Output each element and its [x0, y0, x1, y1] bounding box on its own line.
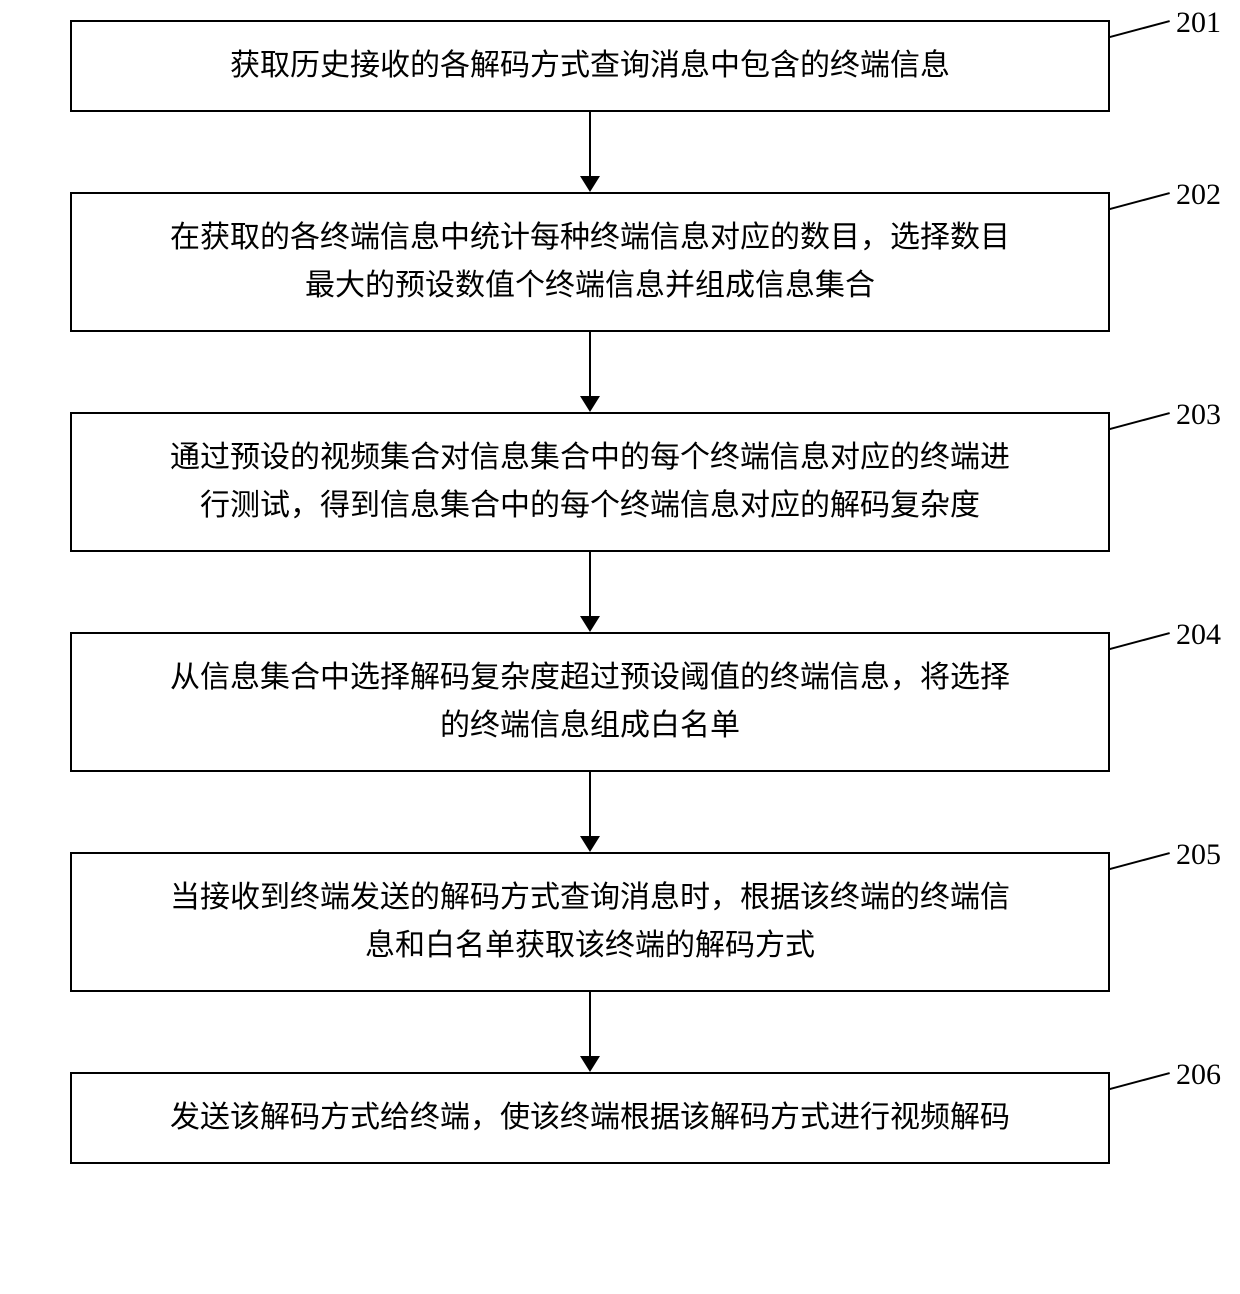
arrow-line	[589, 772, 591, 836]
flow-arrow	[580, 772, 600, 852]
flow-step-205: 当接收到终端发送的解码方式查询消息时，根据该终端的终端信 息和白名单获取该终端的…	[70, 852, 1110, 992]
flow-step-text: 从信息集合中选择解码复杂度超过预设阈值的终端信息，将选择 的终端信息组成白名单	[170, 654, 1010, 750]
arrow-head-icon	[580, 1056, 600, 1072]
flow-step-text: 在获取的各终端信息中统计每种终端信息对应的数目，选择数目 最大的预设数值个终端信…	[170, 214, 1010, 310]
arrow-line	[589, 552, 591, 616]
flow-step-text: 发送该解码方式给终端，使该终端根据该解码方式进行视频解码	[170, 1094, 1010, 1142]
flow-step-text: 当接收到终端发送的解码方式查询消息时，根据该终端的终端信 息和白名单获取该终端的…	[170, 874, 1010, 970]
flow-step-202: 在获取的各终端信息中统计每种终端信息对应的数目，选择数目 最大的预设数值个终端信…	[70, 192, 1110, 332]
arrow-head-icon	[580, 396, 600, 412]
flow-step-text: 获取历史接收的各解码方式查询消息中包含的终端信息	[230, 42, 950, 90]
flow-step-text: 通过预设的视频集合对信息集合中的每个终端信息对应的终端进 行测试，得到信息集合中…	[170, 434, 1010, 530]
arrow-line	[589, 992, 591, 1056]
flow-step-201: 获取历史接收的各解码方式查询消息中包含的终端信息	[70, 20, 1110, 112]
flow-step-204: 从信息集合中选择解码复杂度超过预设阈值的终端信息，将选择 的终端信息组成白名单	[70, 632, 1110, 772]
flow-step-206: 发送该解码方式给终端，使该终端根据该解码方式进行视频解码	[70, 1072, 1110, 1164]
flow-arrow	[580, 992, 600, 1072]
flow-step-203: 通过预设的视频集合对信息集合中的每个终端信息对应的终端进 行测试，得到信息集合中…	[70, 412, 1110, 552]
step-label-201: 201	[1176, 6, 1221, 40]
flow-arrow	[580, 112, 600, 192]
arrow-line	[589, 112, 591, 176]
arrow-head-icon	[580, 176, 600, 192]
arrow-head-icon	[580, 616, 600, 632]
step-label-205: 205	[1176, 838, 1221, 872]
step-label-203: 203	[1176, 398, 1221, 432]
arrow-head-icon	[580, 836, 600, 852]
flow-arrow	[580, 332, 600, 412]
step-label-202: 202	[1176, 178, 1221, 212]
step-label-206: 206	[1176, 1058, 1221, 1092]
step-label-204: 204	[1176, 618, 1221, 652]
flowchart-container: 获取历史接收的各解码方式查询消息中包含的终端信息在获取的各终端信息中统计每种终端…	[60, 20, 1120, 1164]
flow-arrow	[580, 552, 600, 632]
arrow-line	[589, 332, 591, 396]
